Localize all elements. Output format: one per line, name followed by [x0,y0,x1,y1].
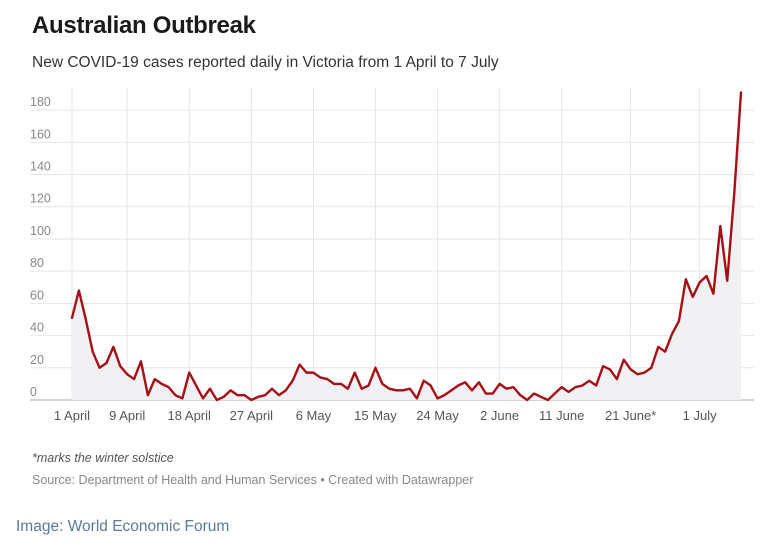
footnote: *marks the winter solstice [32,451,174,465]
y-tick-label: 160 [30,127,51,141]
chart-subtitle: New COVID-19 cases reported daily in Vic… [32,54,499,71]
series-line [70,91,743,402]
x-tick-label: 9 April [109,408,145,423]
image-credit: Image: World Economic Forum [16,518,230,535]
x-tick-label: 1 April [54,408,90,423]
area-path [72,92,741,400]
x-tick-label: 24 May [416,408,459,423]
y-tick-label: 80 [30,256,44,270]
x-tick-label: 21 June* [605,408,656,423]
x-tick-label: 2 June [480,408,519,423]
x-tick-label: 11 June [539,408,584,423]
chart-title: Australian Outbreak [32,12,256,39]
y-tick-label: 140 [30,160,51,174]
y-tick-label: 100 [30,224,51,238]
y-tick-label: 60 [30,288,44,302]
x-axis-ticks: 1 April 9 April 18 April 27 April 6 May 15 Ma… [54,408,717,423]
y-axis-ticks: 0 20 40 60 80 100 120 140 160 180 [30,95,51,399]
area-fill [72,92,741,400]
series-line-path [70,91,743,402]
y-tick-label: 20 [30,353,44,367]
gridlines [30,88,754,401]
x-tick-label: 1 July [683,408,717,423]
x-tick-label: 18 April [168,408,211,423]
x-tick-label: 6 May [296,408,332,423]
source-line: Source: Department of Health and Human S… [32,473,474,487]
y-tick-label: 40 [30,321,44,335]
y-tick-label: 0 [30,385,37,399]
x-tick-label: 27 April [230,408,273,423]
y-tick-label: 120 [30,192,51,206]
y-tick-label: 180 [30,95,51,109]
x-tick-label: 15 May [354,408,397,423]
